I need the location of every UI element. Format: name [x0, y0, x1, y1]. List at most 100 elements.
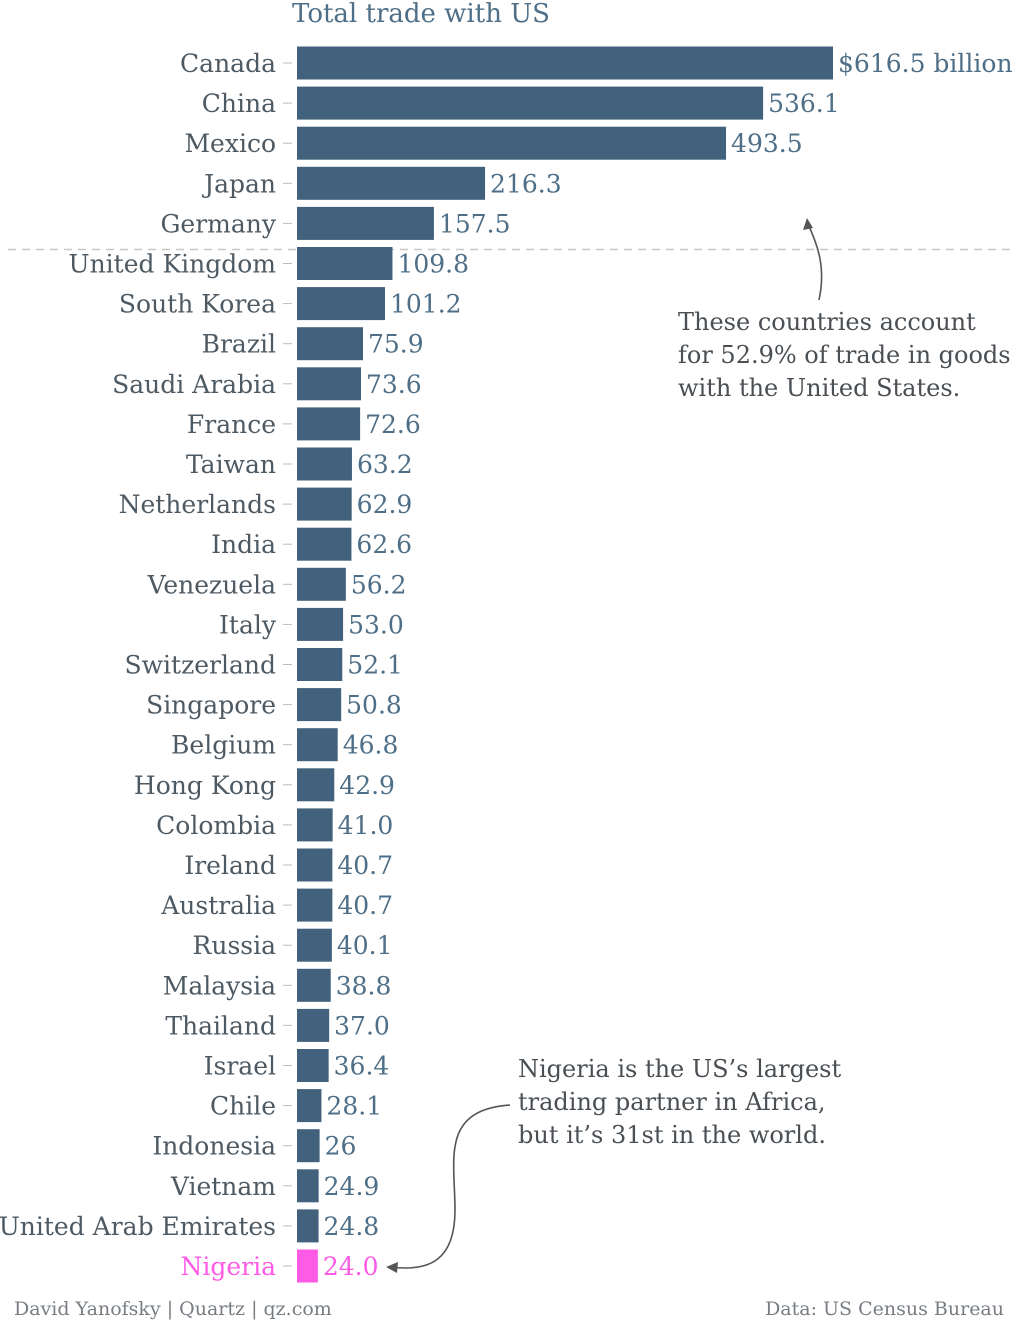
bar	[297, 567, 346, 601]
top-countries-annotation: These countries account for 52.9% of tra…	[678, 306, 1011, 405]
value-label: 24.8	[324, 1212, 380, 1241]
annotation-line: trading partner in Africa,	[518, 1088, 826, 1116]
bar	[297, 206, 434, 240]
bar	[297, 688, 342, 722]
bar	[297, 287, 385, 321]
category-label: Australia	[160, 891, 276, 920]
category-label: Canada	[180, 49, 276, 78]
category-label: Germany	[160, 209, 276, 238]
annotation-line: with the United States.	[678, 374, 961, 402]
bar	[297, 407, 361, 441]
bar	[297, 1089, 322, 1123]
bar	[297, 928, 332, 962]
value-label: 28.1	[326, 1092, 382, 1121]
value-label: 56.2	[351, 570, 407, 599]
value-label: 62.6	[356, 530, 412, 559]
footer-source: Data: US Census Bureau	[765, 1298, 1004, 1320]
bar	[297, 1209, 319, 1243]
value-label: 38.8	[336, 971, 392, 1000]
value-label: 40.7	[337, 851, 393, 880]
bar	[297, 86, 764, 120]
category-label: Switzerland	[125, 651, 277, 680]
value-label: 41.0	[338, 811, 394, 840]
nigeria-arrow	[389, 1104, 511, 1269]
category-label: Ireland	[184, 851, 276, 880]
category-label: South Korea	[119, 290, 276, 319]
category-label: Mexico	[184, 129, 276, 158]
value-label: 24.9	[324, 1172, 380, 1201]
category-label: Netherlands	[119, 490, 276, 519]
category-label: Saudi Arabia	[112, 370, 276, 399]
category-label: Venezuela	[147, 570, 277, 599]
bar	[297, 327, 363, 361]
value-label: 26	[325, 1132, 357, 1161]
bar	[297, 1008, 330, 1042]
bar	[297, 728, 338, 762]
bar	[297, 648, 343, 681]
category-label: Israel	[204, 1052, 276, 1081]
value-label: 101.2	[390, 290, 462, 319]
bar	[297, 46, 833, 80]
value-label: 42.9	[339, 771, 395, 800]
bar	[297, 1169, 319, 1203]
category-label: Russia	[193, 931, 277, 960]
value-label: 75.9	[368, 330, 424, 359]
category-label: Singapore	[146, 691, 276, 720]
category-label: Vietnam	[170, 1172, 276, 1201]
category-label: Taiwan	[186, 450, 276, 479]
value-label: 157.5	[439, 209, 511, 238]
value-label: 50.8	[346, 691, 402, 720]
category-label: Japan	[201, 169, 276, 198]
nigeria-annotation: Nigeria is the US’s largest trading part…	[518, 1053, 841, 1152]
bar	[297, 607, 344, 641]
category-label: Nigeria	[180, 1252, 276, 1281]
bar	[297, 367, 361, 401]
value-label: 40.7	[337, 891, 393, 920]
value-label: 46.8	[343, 731, 399, 760]
bar	[297, 447, 352, 481]
bar	[297, 848, 333, 882]
value-label: 53.0	[348, 610, 404, 639]
category-label: Hong Kong	[134, 771, 276, 800]
value-label: 52.1	[347, 651, 403, 680]
category-label: Thailand	[165, 1011, 276, 1040]
bar	[297, 808, 333, 842]
value-label: 72.6	[365, 410, 421, 439]
value-label: 63.2	[357, 450, 413, 479]
category-label: Chile	[210, 1092, 276, 1121]
top-countries-arrow	[806, 221, 823, 301]
category-label: United Arab Emirates	[0, 1212, 276, 1241]
value-label: 216.3	[490, 169, 562, 198]
bar	[297, 888, 333, 922]
category-label: Colombia	[156, 811, 276, 840]
arrow-head-icon	[803, 218, 813, 230]
bar	[297, 1049, 329, 1082]
category-label: Malaysia	[163, 971, 276, 1000]
bar	[297, 1249, 318, 1283]
value-label: 62.9	[357, 490, 413, 519]
category-label: Indonesia	[152, 1132, 276, 1161]
annotation-line: These countries account	[678, 308, 976, 336]
chart-title: Total trade with US	[292, 0, 550, 29]
value-label: $616.5 billion	[838, 49, 1013, 78]
bar	[297, 768, 335, 802]
annotation-line: Nigeria is the US’s largest	[518, 1055, 842, 1083]
value-label: 73.6	[366, 370, 422, 399]
value-label: 109.8	[397, 250, 469, 279]
category-label: India	[211, 530, 276, 559]
value-label: 37.0	[334, 1011, 390, 1040]
value-label: 536.1	[768, 89, 840, 118]
value-label: 36.4	[334, 1052, 390, 1081]
category-label: Brazil	[202, 330, 276, 359]
bar	[297, 126, 727, 160]
annotation-line: but it’s 31st in the world.	[518, 1121, 826, 1149]
category-label: Belgium	[171, 731, 276, 760]
bar	[297, 166, 486, 200]
category-label: China	[202, 89, 276, 118]
footer-credit: David Yanofsky | Quartz | qz.com	[14, 1298, 332, 1320]
category-label: France	[187, 410, 276, 439]
bar	[297, 247, 393, 280]
bar	[297, 487, 352, 521]
